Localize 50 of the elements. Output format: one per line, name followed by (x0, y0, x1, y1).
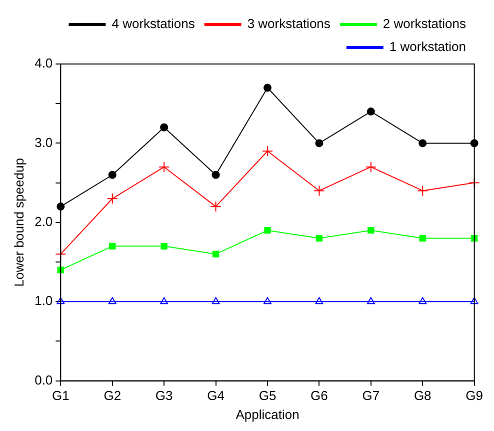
y-tick-label: 3.0 (34, 134, 53, 150)
point (160, 123, 168, 132)
x-tick-label: G7 (362, 388, 380, 404)
legend-label: 1 workstation (389, 39, 466, 54)
point (108, 170, 116, 179)
x-axis-title: Application (236, 406, 300, 422)
point (316, 234, 323, 242)
point (106, 193, 118, 204)
point (264, 84, 272, 92)
point (315, 139, 324, 148)
point (314, 185, 325, 196)
point (419, 234, 426, 242)
legend-label: 4 workstations (112, 16, 196, 32)
point (264, 226, 271, 234)
point (212, 297, 220, 304)
x-tick-label: G8 (414, 388, 432, 404)
y-tick-label: 0.0 (34, 372, 53, 388)
y-tick-label: 1.0 (34, 293, 53, 308)
point (368, 226, 374, 234)
point (262, 146, 273, 157)
point (418, 297, 427, 304)
point (212, 170, 220, 179)
point (56, 297, 65, 304)
point (212, 250, 220, 258)
point (366, 108, 375, 116)
y-tick-label: 4.0 (34, 56, 53, 71)
point (109, 242, 116, 250)
x-tick-label: G2 (104, 388, 122, 404)
x-tick-label: G4 (207, 388, 224, 404)
y-tick-label: 2.0 (34, 214, 53, 229)
x-tick-label: G1 (52, 388, 70, 404)
x-tick-label: G6 (310, 388, 328, 404)
point (470, 297, 478, 304)
point (108, 297, 116, 304)
point (158, 161, 170, 172)
x-tick-label: G9 (466, 388, 483, 404)
point (417, 185, 428, 196)
point (264, 297, 272, 304)
point (210, 201, 222, 212)
point (365, 161, 376, 172)
x-tick-label: G3 (155, 388, 173, 404)
point (160, 297, 168, 304)
legend-label: 3 workstations (247, 16, 331, 32)
legend-label: 2 workstations (382, 16, 466, 32)
x-tick-label: G5 (258, 388, 276, 404)
point (315, 297, 324, 304)
point (418, 139, 427, 148)
point (366, 297, 375, 304)
y-axis-title: Lower bound speedup (11, 158, 26, 287)
point (160, 242, 168, 250)
